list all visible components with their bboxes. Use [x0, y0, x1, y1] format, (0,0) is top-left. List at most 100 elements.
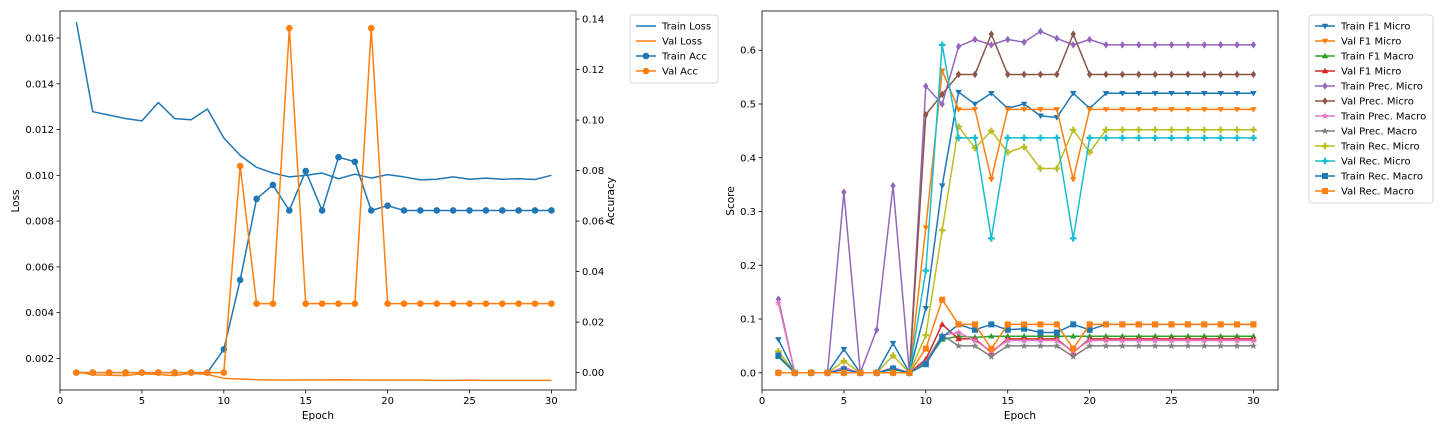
data-point-val-rec-macro: [1234, 321, 1241, 328]
data-point-val-prec-micro: [1070, 30, 1076, 38]
data-point-val-prec-macro: [971, 342, 979, 349]
legend-item: Train F1 Macro: [1315, 52, 1414, 63]
data-point-val-rec-micro: [1069, 235, 1077, 242]
y2-tick-label: 0.14: [582, 15, 604, 26]
data-point-train-rec-micro: [1151, 126, 1159, 134]
legend-item: Val Rec. Micro: [1315, 157, 1411, 168]
data-point-train-f1-macro: [1069, 332, 1077, 339]
data-point-train-prec-micro: [890, 181, 896, 190]
data-point-train-prec-micro: [1217, 41, 1224, 49]
y-tick-label: 0.016: [25, 34, 54, 45]
data-point-val-f1-micro: [1233, 107, 1241, 113]
data-point-train-rec-micro: [1168, 126, 1175, 134]
data-point-train-rec-macro: [971, 326, 978, 333]
data-point-val-rec-macro: [791, 369, 798, 376]
data-point-train-prec-macro: [1135, 336, 1143, 344]
data-point-val-rec-macro: [1201, 321, 1208, 328]
legend-item: Val F1 Micro: [1315, 67, 1401, 78]
data-point-train-prec-micro: [1250, 41, 1257, 49]
data-point-val-f1-micro: [1053, 107, 1061, 113]
data-point-train-f1-micro: [1119, 90, 1126, 97]
data-point-train-rec-micro: [1102, 126, 1110, 134]
data-point-val-rec-macro: [1119, 321, 1126, 328]
legend-label: Val Rec. Macro: [1341, 187, 1414, 198]
data-point-train-f1-micro: [1168, 90, 1175, 97]
legend-label: Train Acc: [661, 52, 707, 63]
data-point-val-rec-micro: [1102, 134, 1110, 142]
data-point-val-rec-macro: [922, 345, 929, 352]
data-point-train-acc: [498, 207, 506, 214]
data-point-train-acc: [269, 181, 277, 189]
data-point-train-prec-macro: [1053, 336, 1061, 344]
legend-marker: [642, 67, 650, 75]
data-point-val-f1-micro: [1135, 107, 1143, 113]
data-point-val-acc: [531, 300, 539, 307]
y-tick-label: 0.3: [740, 207, 756, 218]
data-point-val-acc: [236, 162, 244, 170]
data-point-val-prec-micro: [1185, 70, 1191, 79]
data-point-train-prec-micro: [1201, 41, 1207, 49]
data-point-train-f1-micro: [1184, 90, 1192, 97]
accuracy-y-ticks: 0.00 0.02 0.04 0.06 0.08 0.10 0.12 0.14: [576, 15, 604, 379]
data-point-val-acc: [351, 300, 359, 307]
data-point-train-rec-macro: [890, 365, 897, 372]
data-point-val-rec-micro: [971, 134, 979, 142]
data-point-train-prec-micro: [1021, 38, 1027, 46]
data-point-train-prec-micro: [988, 41, 995, 49]
data-point-train-rec-micro: [1053, 165, 1061, 172]
legend-item: Val Rec. Macro: [1315, 187, 1414, 198]
data-point-val-rec-macro: [988, 345, 995, 352]
data-point-val-prec-macro: [987, 352, 995, 360]
data-point-train-f1-micro: [1135, 90, 1143, 97]
data-point-train-rec-micro: [1135, 126, 1143, 134]
data-point-val-prec-macro: [954, 342, 963, 349]
data-point-val-prec-micro: [1021, 70, 1027, 79]
data-point-val-prec-macro: [1118, 342, 1126, 349]
y-tick-label: 0.002: [25, 354, 54, 365]
legend-marker: [1321, 112, 1329, 120]
data-point-train-prec-macro: [1151, 336, 1159, 344]
data-point-train-rec-micro: [1119, 126, 1126, 134]
legend-label: Val Acc: [662, 67, 698, 78]
data-point-val-prec-micro: [1168, 70, 1175, 79]
accuracy-y-axis-label: Accuracy: [605, 177, 617, 225]
data-point-val-acc: [73, 369, 80, 376]
data-point-train-f1-micro: [1102, 90, 1110, 97]
legend-item: Val F1 Micro: [1315, 37, 1401, 48]
data-point-val-acc: [466, 300, 473, 307]
legend-label: Train Rec. Micro: [1340, 142, 1420, 153]
data-point-train-prec-micro: [955, 42, 962, 51]
legend-label: Train Rec. Macro: [1340, 172, 1423, 183]
data-point-train-prec-micro: [1185, 41, 1191, 49]
legend-marker: [1321, 127, 1329, 135]
legend-marker: [642, 52, 650, 60]
legend-marker: [1322, 173, 1328, 179]
data-point-train-prec-macro: [1102, 336, 1110, 344]
data-point-train-rec-micro: [889, 352, 897, 359]
data-point-train-acc: [482, 207, 490, 214]
data-point-val-f1-micro: [955, 107, 962, 113]
data-point-val-acc: [367, 24, 375, 32]
x-tick-label: 20: [381, 396, 394, 407]
data-point-train-rec-macro: [988, 321, 995, 328]
data-point-train-acc: [417, 207, 424, 214]
series-line-train-prec-micro: [777, 30, 1254, 374]
x-tick-label: 0: [57, 396, 63, 407]
loss-y-axis-label: Loss: [10, 189, 22, 212]
data-point-train-f1-micro: [1200, 90, 1208, 97]
data-point-val-prec-macro: [1167, 342, 1176, 349]
legend-item: Val Prec. Macro: [1315, 127, 1417, 138]
data-point-val-acc: [482, 300, 490, 307]
data-point-val-f1-micro: [938, 321, 946, 327]
x-tick-label: 10: [217, 396, 230, 407]
data-point-train-acc: [302, 167, 310, 175]
data-point-val-rec-micro: [922, 267, 930, 274]
data-point-train-prec-macro: [774, 299, 782, 306]
data-point-val-prec-micro: [923, 110, 929, 119]
data-point-val-acc: [433, 300, 441, 307]
data-point-val-prec-macro: [1036, 342, 1045, 349]
data-point-val-rec-micro: [1020, 134, 1028, 142]
legend-marker: [1321, 23, 1329, 30]
data-point-train-prec-macro: [1118, 336, 1126, 344]
x-tick-label: 25: [1165, 396, 1178, 407]
